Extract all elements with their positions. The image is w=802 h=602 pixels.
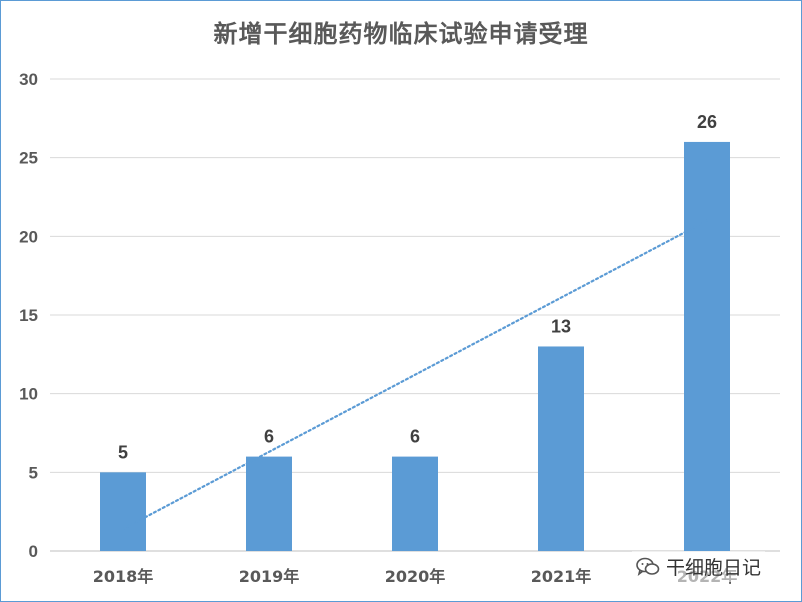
bar	[392, 456, 438, 551]
watermark: 干细胞日记	[632, 551, 766, 582]
data-label: 26	[697, 112, 717, 132]
bar	[538, 346, 584, 551]
trendline	[121, 219, 709, 531]
data-label: 6	[410, 427, 420, 447]
x-tick-label: 2020年	[385, 567, 446, 586]
x-tick-label: 2021年	[531, 567, 592, 586]
y-tick-label: 5	[29, 463, 38, 482]
bar	[684, 141, 730, 551]
y-tick-label: 10	[19, 385, 38, 404]
x-tick-label: 2019年	[239, 567, 300, 586]
data-label: 5	[118, 442, 128, 462]
x-tick-label: 2018年	[93, 567, 154, 586]
y-tick-label: 0	[29, 542, 38, 561]
chart-title: 新增干细胞药物临床试验申请受理	[213, 20, 589, 48]
data-label: 13	[551, 316, 571, 336]
y-tick-label: 25	[19, 149, 38, 168]
bar	[246, 456, 292, 551]
y-tick-label: 20	[19, 227, 38, 246]
watermark-text: 干细胞日记	[666, 557, 762, 579]
wechat-bubble-icon	[636, 557, 660, 577]
y-tick-label: 30	[19, 70, 38, 89]
bar	[100, 472, 146, 551]
data-label: 6	[264, 427, 274, 447]
y-tick-label: 15	[19, 306, 38, 325]
